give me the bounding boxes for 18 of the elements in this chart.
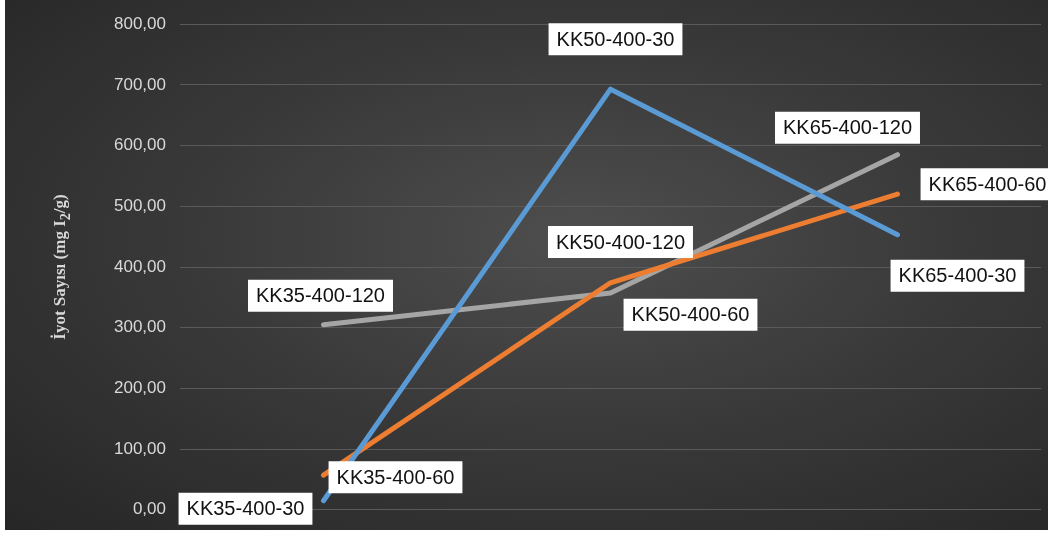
data-label: KK65-400-60 [928, 172, 1047, 195]
y-tick-label: 200,00 [114, 378, 166, 398]
y-tick-label: 400,00 [114, 256, 166, 276]
y-tick-label: 500,00 [114, 195, 166, 215]
y-tick-label: 0,00 [132, 499, 166, 519]
data-label: KK65-400-120 [783, 116, 912, 139]
y-tick-label: 600,00 [114, 135, 166, 155]
data-label: KK35-400-60 [336, 465, 455, 488]
y-tick-label: 300,00 [114, 317, 166, 337]
data-label: KK65-400-30 [898, 264, 1017, 287]
y-tick-label: 700,00 [114, 74, 166, 94]
y-tick-label: 800,00 [114, 13, 166, 33]
y-tick-label: 100,00 [114, 438, 166, 458]
data-label: KK35-400-120 [256, 284, 385, 307]
data-label: KK50-400-60 [631, 303, 750, 326]
data-label: KK50-400-30 [556, 27, 675, 50]
data-label: KK35-400-30 [186, 497, 305, 520]
data-label: KK50-400-120 [556, 230, 685, 253]
